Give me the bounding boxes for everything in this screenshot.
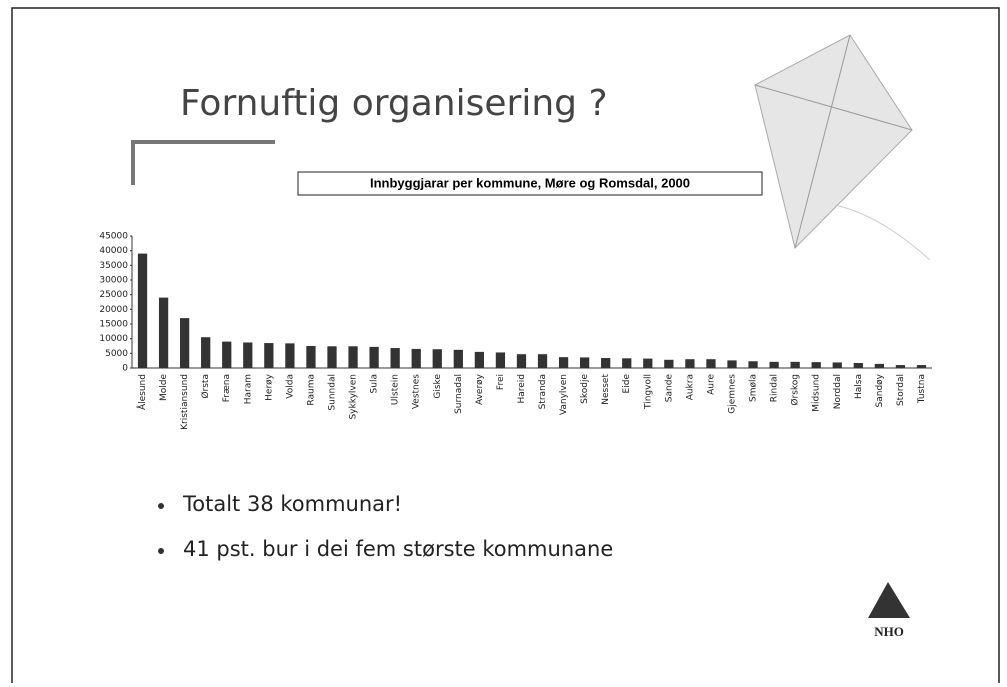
x-tick-label: Stordal — [896, 374, 906, 406]
kite — [754, 34, 931, 261]
x-tick-label: Surnadal — [454, 374, 464, 414]
x-tick-label: Norddal — [833, 374, 843, 409]
bullet: 41 pst. bur i dei fem største kommunane — [183, 537, 613, 561]
bar — [811, 362, 821, 368]
bullet: Totalt 38 kommunar! — [182, 492, 402, 516]
bar — [706, 359, 716, 368]
bar — [327, 346, 337, 368]
x-tick-label: Aukra — [685, 374, 695, 400]
x-tick-label: Herøy — [264, 373, 274, 401]
bar — [664, 359, 674, 368]
x-tick-label: Skodje — [580, 374, 590, 404]
bar — [180, 318, 190, 368]
bar — [916, 365, 927, 368]
y-tick-label: 10000 — [99, 334, 128, 344]
x-tick-label: Sula — [370, 374, 380, 393]
bar — [790, 361, 800, 368]
x-tick-label: Tustna — [917, 374, 927, 404]
bar — [769, 361, 779, 368]
bar — [285, 343, 295, 368]
x-tick-label: Ørskog — [790, 374, 801, 406]
x-tick-label: Kristiansund — [180, 374, 190, 430]
y-tick-label: 20000 — [99, 305, 128, 315]
x-tick-label: Nesset — [601, 374, 611, 405]
x-tick-label: Smøla — [749, 374, 759, 402]
x-tick-label: Eide — [622, 374, 632, 394]
x-tick-label: Halsa — [854, 374, 864, 399]
bar — [201, 337, 211, 368]
bracket — [131, 140, 275, 185]
x-tick-label: Haram — [243, 374, 253, 404]
bar — [853, 363, 863, 368]
bar — [748, 361, 758, 368]
x-tick-label: Ørsta — [200, 374, 211, 399]
x-tick-label: Sunndal — [328, 374, 338, 411]
y-tick-label: 35000 — [99, 261, 128, 271]
bullet-dot — [158, 503, 164, 509]
bullet-dot — [158, 548, 164, 554]
x-tick-label: Vanylven — [559, 374, 569, 415]
bar — [580, 357, 590, 368]
x-tick-label: Giske — [433, 374, 443, 399]
bar — [432, 349, 442, 368]
y-tick-label: 0 — [122, 364, 128, 374]
y-tick-label: 15000 — [99, 320, 128, 330]
x-tick-label: Stranda — [538, 374, 548, 409]
bar — [369, 346, 379, 368]
x-tick-label: Averøy — [475, 373, 485, 405]
bar — [601, 358, 611, 368]
bar — [348, 346, 358, 368]
bar — [537, 354, 548, 368]
bar — [411, 348, 421, 368]
bar — [874, 363, 884, 368]
bar — [516, 354, 527, 368]
x-tick-label: Midsund — [812, 374, 822, 412]
x-tick-label: Rauma — [306, 374, 316, 406]
x-tick-label: Tingvoll — [643, 374, 653, 410]
bar — [264, 343, 274, 368]
chart-title: Innbyggjarar per kommune, Møre og Romsda… — [370, 175, 690, 190]
bar — [453, 349, 463, 368]
x-tick-label: Gjemnes — [728, 374, 738, 414]
bar — [895, 365, 906, 368]
x-tick-label: Frei — [496, 374, 506, 390]
bar — [222, 341, 232, 368]
x-tick-label: Sykkylven — [349, 374, 359, 420]
bar — [558, 357, 569, 368]
bar — [727, 360, 737, 368]
x-tick-label: Sandøy — [875, 373, 885, 407]
bar — [685, 359, 695, 368]
x-tick-label: Ulstein — [391, 374, 401, 405]
y-tick-label: 5000 — [105, 349, 128, 359]
x-tick-label: Volda — [285, 374, 295, 399]
x-tick-label: Fræna — [222, 374, 232, 402]
y-tick-label: 40000 — [99, 246, 128, 256]
y-tick-label: 25000 — [99, 290, 128, 300]
x-tick-label: Molde — [159, 374, 169, 401]
chart-title-box — [297, 171, 763, 196]
bar — [243, 342, 253, 368]
y-tick-label: 30000 — [99, 276, 128, 286]
x-tick-label: Sande — [664, 374, 674, 403]
x-tick-label: Rindal — [770, 374, 780, 402]
x-tick-label: Vestnes — [412, 374, 422, 409]
bar — [390, 348, 400, 368]
y-tick-label: 45000 — [99, 232, 128, 242]
bar — [643, 358, 653, 368]
bar — [474, 351, 484, 368]
slide-title: Fornuftig organisering ? — [180, 83, 608, 124]
logo: NHO — [874, 624, 904, 639]
bar — [622, 358, 632, 368]
bar — [495, 352, 506, 368]
logo-mark — [868, 582, 910, 618]
x-tick-label: Hareid — [517, 374, 527, 404]
x-tick-label: Ålesund — [136, 374, 148, 410]
bar — [137, 253, 148, 368]
bar — [306, 346, 316, 368]
bar — [832, 362, 842, 368]
x-tick-label: Aure — [706, 374, 716, 395]
bar — [158, 297, 169, 368]
